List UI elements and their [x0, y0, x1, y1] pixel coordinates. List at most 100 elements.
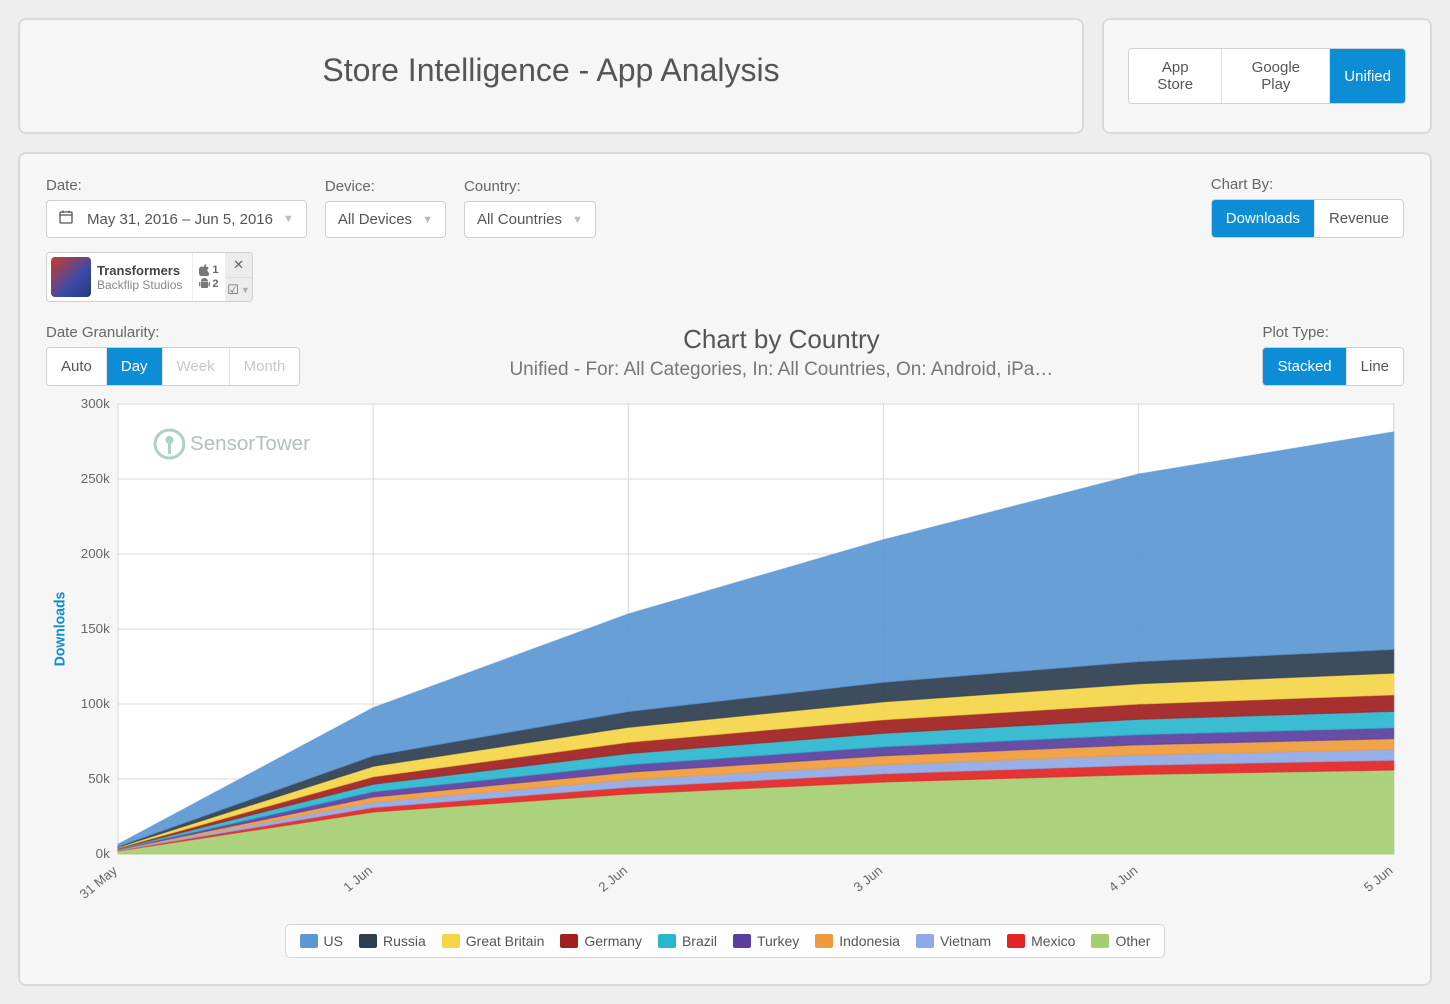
legend-label: Brazil	[682, 933, 717, 949]
page-title: Store Intelligence - App Analysis	[44, 52, 1058, 89]
svg-text:2 Jun: 2 Jun	[595, 863, 630, 895]
legend-swatch	[1007, 934, 1025, 948]
plot-type-tab-stacked[interactable]: Stacked	[1263, 348, 1346, 385]
caret-icon: ▼	[572, 214, 583, 226]
app-publisher: Backflip Studios	[97, 278, 182, 292]
legend-label: Turkey	[757, 933, 799, 949]
store-tab-unified[interactable]: Unified	[1330, 49, 1405, 103]
legend-item-other[interactable]: Other	[1091, 933, 1150, 949]
date-filter-label: Date:	[46, 177, 307, 194]
svg-text:100k: 100k	[81, 696, 110, 711]
caret-icon: ▼	[283, 213, 294, 225]
chart-by-tab-revenue[interactable]: Revenue	[1315, 200, 1403, 237]
legend-item-great-britain[interactable]: Great Britain	[442, 933, 545, 949]
legend-label: Indonesia	[839, 933, 900, 949]
svg-text:3 Jun: 3 Jun	[851, 863, 886, 895]
store-tab-app-store[interactable]: App Store	[1129, 49, 1222, 103]
caret-icon: ▼	[422, 214, 433, 226]
plot-type-tabs: StackedLine	[1262, 347, 1404, 386]
device-value: All Devices	[338, 211, 412, 228]
store-tab-google-play[interactable]: Google Play	[1222, 49, 1330, 103]
chart-by-label: Chart By:	[1211, 176, 1404, 193]
legend-item-turkey[interactable]: Turkey	[733, 933, 799, 949]
chart-subtitle: Unified - For: All Categories, In: All C…	[320, 359, 1242, 381]
legend-label: Great Britain	[466, 933, 545, 949]
plot-type-tab-line[interactable]: Line	[1347, 348, 1403, 385]
legend-label: Vietnam	[940, 933, 991, 949]
granularity-label: Date Granularity:	[46, 324, 300, 341]
plot-type-label: Plot Type:	[1262, 324, 1404, 341]
legend-swatch	[300, 934, 318, 948]
app-name: Transformers	[97, 263, 182, 278]
store-tabs: App StoreGoogle PlayUnified	[1128, 48, 1406, 104]
legend-item-mexico[interactable]: Mexico	[1007, 933, 1075, 949]
device-filter: Device: All Devices ▼	[325, 178, 446, 238]
calendar-icon	[59, 210, 73, 228]
app-icon	[51, 257, 91, 297]
legend-swatch	[916, 934, 934, 948]
granularity-tab-auto[interactable]: Auto	[47, 348, 107, 385]
svg-text:5 Jun: 5 Jun	[1361, 863, 1396, 895]
legend-label: Russia	[383, 933, 426, 949]
device-filter-label: Device:	[325, 178, 446, 195]
legend-item-russia[interactable]: Russia	[359, 933, 426, 949]
filters-row: Date: May 31, 2016 – Jun 5, 2016 ▼ Devic…	[46, 176, 1404, 238]
granularity-tab-day[interactable]: Day	[107, 348, 163, 385]
selected-app-card: Transformers Backflip Studios 1 2 ✕ ☑︎▼	[46, 252, 253, 302]
svg-text:SensorTower: SensorTower	[190, 433, 310, 455]
legend-item-brazil[interactable]: Brazil	[658, 933, 717, 949]
legend-item-germany[interactable]: Germany	[560, 933, 642, 949]
legend-label: Germany	[584, 933, 642, 949]
legend-label: US	[324, 933, 343, 949]
svg-text:4 Jun: 4 Jun	[1106, 863, 1141, 895]
legend-item-indonesia[interactable]: Indonesia	[815, 933, 900, 949]
country-filter-label: Country:	[464, 178, 596, 195]
svg-text:1 Jun: 1 Jun	[340, 863, 375, 895]
svg-text:0k: 0k	[96, 846, 111, 861]
country-value: All Countries	[477, 211, 562, 228]
chart-legend: US Russia Great Britain Germany Brazil Turkey…	[46, 924, 1404, 958]
legend-swatch	[1091, 934, 1109, 948]
country-dropdown[interactable]: All Countries ▼	[464, 201, 596, 238]
granularity-tab-week: Week	[163, 348, 230, 385]
legend-swatch	[560, 934, 578, 948]
app-platform-ranks: 1 2	[192, 253, 224, 301]
date-range-value: May 31, 2016 – Jun 5, 2016	[87, 211, 273, 228]
title-panel: Store Intelligence - App Analysis	[18, 18, 1084, 134]
legend-swatch	[442, 934, 460, 948]
svg-text:Downloads: Downloads	[52, 592, 68, 667]
svg-text:300k: 300k	[81, 396, 110, 411]
svg-text:200k: 200k	[81, 546, 110, 561]
granularity-tabs: AutoDayWeekMonth	[46, 347, 300, 386]
legend-item-vietnam[interactable]: Vietnam	[916, 933, 991, 949]
granularity-control: Date Granularity: AutoDayWeekMonth	[46, 324, 300, 386]
device-dropdown[interactable]: All Devices ▼	[325, 201, 446, 238]
stacked-area-chart: 0k50k100k150k200k250k300k31 May1 Jun2 Ju…	[46, 394, 1404, 914]
plot-type-control: Plot Type: StackedLine	[1262, 324, 1404, 386]
chart-by-tabs: DownloadsRevenue	[1211, 199, 1404, 238]
date-range-dropdown[interactable]: May 31, 2016 – Jun 5, 2016 ▼	[46, 200, 307, 238]
svg-text:150k: 150k	[81, 621, 110, 636]
legend-swatch	[359, 934, 377, 948]
store-selector-panel: App StoreGoogle PlayUnified	[1102, 18, 1432, 134]
legend-swatch	[733, 934, 751, 948]
legend-item-us[interactable]: US	[300, 933, 343, 949]
remove-app-button[interactable]: ✕	[226, 253, 252, 277]
country-filter: Country: All Countries ▼	[464, 178, 596, 238]
chart-block: 0k50k100k150k200k250k300k31 May1 Jun2 Ju…	[46, 394, 1404, 958]
apple-icon	[199, 264, 210, 276]
app-options-button[interactable]: ☑︎▼	[226, 277, 252, 301]
chart-by-tab-downloads[interactable]: Downloads	[1212, 200, 1315, 237]
legend-swatch	[658, 934, 676, 948]
chart-title: Chart by Country	[320, 324, 1242, 355]
legend-label: Mexico	[1031, 933, 1075, 949]
legend-label: Other	[1115, 933, 1150, 949]
main-panel: Date: May 31, 2016 – Jun 5, 2016 ▼ Devic…	[18, 152, 1432, 986]
granularity-tab-month: Month	[230, 348, 300, 385]
svg-text:31 May: 31 May	[77, 863, 121, 902]
chart-by-filter: Chart By: DownloadsRevenue	[1211, 176, 1404, 238]
date-filter: Date: May 31, 2016 – Jun 5, 2016 ▼	[46, 177, 307, 238]
android-icon	[199, 278, 210, 290]
legend-swatch	[815, 934, 833, 948]
svg-text:50k: 50k	[88, 771, 110, 786]
